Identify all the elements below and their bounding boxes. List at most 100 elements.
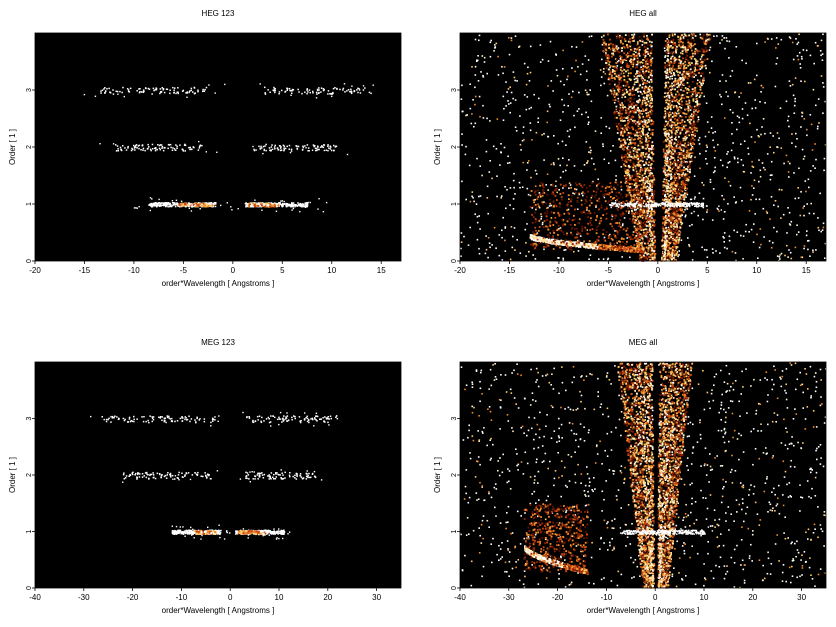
heatmap-pixel [644, 168, 647, 170]
heatmap-pixel [645, 195, 648, 198]
heatmap-pixel [789, 85, 792, 87]
heatmap-pixel [181, 148, 184, 150]
heatmap-pixel [231, 209, 233, 211]
heatmap-pixel [679, 196, 681, 198]
heatmap-pixel [460, 98, 463, 100]
heatmap-pixel [645, 225, 648, 227]
heatmap-pixel [614, 83, 616, 86]
heatmap-pixel [602, 34, 605, 37]
heatmap-pixel [652, 146, 655, 149]
heatmap-pixel [260, 145, 262, 148]
heatmap-pixel [297, 204, 300, 207]
heatmap-pixel [802, 207, 804, 209]
heatmap-pixel [667, 125, 670, 128]
heatmap-pixel [650, 163, 652, 166]
heatmap-pixel [647, 113, 649, 115]
heatmap-pixel [642, 187, 645, 190]
heatmap-pixel [691, 62, 693, 64]
heatmap-pixel [668, 220, 671, 222]
heatmap-pixel [683, 97, 685, 100]
heatmap-pixel [719, 159, 722, 161]
heatmap-pixel [640, 166, 642, 169]
heatmap-pixel [692, 114, 695, 117]
heatmap-pixel [514, 193, 516, 195]
heatmap-pixel [645, 124, 647, 127]
heatmap-pixel [666, 75, 669, 78]
heatmap-pixel [638, 46, 641, 49]
heatmap-pixel [652, 148, 655, 151]
heatmap-pixel [262, 204, 265, 207]
heatmap-pixel [645, 147, 647, 150]
heatmap-pixel [668, 164, 671, 166]
heatmap-pixel [166, 203, 168, 205]
heatmap-pixel [619, 55, 621, 58]
heatmap-pixel [726, 40, 728, 42]
heatmap-pixel [635, 156, 638, 159]
heatmap-pixel [672, 39, 674, 42]
heatmap-pixel [668, 196, 671, 199]
heatmap-pixel [350, 88, 352, 91]
heatmap-pixel [680, 212, 683, 215]
heatmap-pixel [802, 49, 805, 51]
heatmap-pixel [611, 92, 613, 95]
heatmap-pixel [794, 145, 797, 148]
heatmap-pixel [649, 219, 652, 222]
heatmap-pixel [685, 196, 687, 198]
heatmap-pixel [642, 256, 645, 259]
heatmap-pixel [666, 39, 669, 42]
heatmap-pixel [641, 40, 644, 43]
heatmap-pixel [621, 157, 623, 159]
heatmap-pixel [775, 47, 777, 49]
heatmap-pixel [729, 184, 732, 187]
heatmap-pixel [641, 192, 644, 195]
heatmap-pixel [769, 132, 772, 134]
heatmap-pixel [620, 126, 622, 129]
heatmap-pixel [601, 43, 604, 46]
heatmap-pixel [677, 159, 679, 162]
heatmap-pixel [477, 80, 480, 82]
heatmap-pixel [694, 52, 696, 55]
heatmap-pixel [605, 52, 607, 54]
heatmap-pixel [523, 138, 525, 141]
heatmap-pixel [638, 121, 641, 124]
heatmap-pixel [470, 122, 473, 125]
heatmap-pixel [307, 150, 309, 152]
heatmap-pixel [665, 182, 667, 185]
heatmap-pixel [754, 213, 756, 215]
heatmap-pixel [682, 57, 684, 60]
heatmap-pixel [683, 124, 686, 127]
heatmap-pixel [681, 214, 683, 217]
heatmap-pixel [709, 181, 712, 183]
heatmap-pixel [705, 37, 707, 40]
heatmap-pixel [722, 236, 724, 238]
heatmap-pixel [653, 192, 655, 195]
heatmap-pixel [650, 52, 653, 55]
heatmap-pixel [651, 157, 653, 159]
heatmap-pixel [304, 205, 306, 207]
heatmap-pixel [600, 132, 602, 134]
heatmap-pixel [668, 62, 671, 65]
heatmap-pixel [630, 142, 632, 145]
heatmap-pixel [621, 224, 624, 227]
heatmap-pixel [691, 143, 693, 145]
heatmap-pixel [644, 116, 647, 119]
heatmap-pixel [638, 236, 641, 239]
heatmap-pixel [622, 129, 625, 132]
heatmap-pixel [205, 151, 207, 153]
heatmap-pixel [608, 61, 611, 63]
heatmap-pixel [176, 202, 179, 205]
heatmap-pixel [666, 38, 669, 41]
heatmap-pixel [742, 235, 745, 237]
heatmap-pixel [822, 86, 825, 88]
heatmap-pixel [751, 107, 753, 110]
heatmap-pixel [202, 88, 204, 91]
heatmap-pixel [670, 236, 672, 238]
heatmap-pixel [738, 116, 740, 119]
heatmap-pixel [546, 207, 548, 209]
heatmap-pixel [679, 122, 681, 124]
heatmap-pixel [623, 52, 626, 55]
heatmap-pixel [645, 70, 648, 72]
heatmap-pixel [137, 145, 140, 147]
heatmap-pixel [678, 167, 681, 170]
heatmap-pixel [291, 90, 293, 92]
